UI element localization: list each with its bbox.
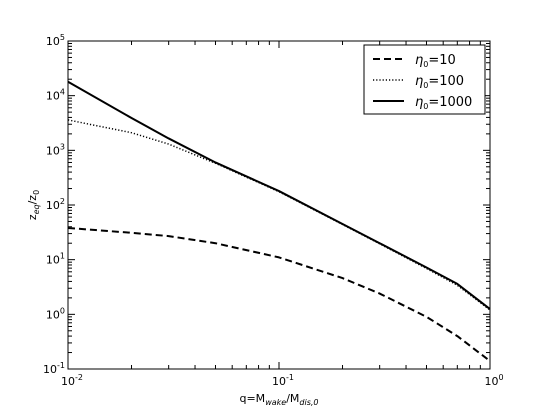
y-tick-label: 101 xyxy=(46,252,65,267)
y-tick-label: 100 xyxy=(46,306,65,321)
y-tick-label: 102 xyxy=(46,197,65,212)
y-tick-label: 103 xyxy=(46,142,65,157)
series-line-2 xyxy=(67,119,491,311)
y-tick-label: 105 xyxy=(46,33,65,48)
legend-label-3: η0=1000 xyxy=(415,95,472,111)
plot-lines xyxy=(67,80,491,362)
x-tick-label: 10-1 xyxy=(272,373,294,388)
x-axis-label: q=Mwake/Mdis,0 xyxy=(239,392,318,407)
y-axis-label: zeq/z0 xyxy=(26,190,41,220)
x-tick-label: 10-2 xyxy=(61,373,83,388)
series-line-1 xyxy=(67,226,491,362)
x-tick-label: 100 xyxy=(484,373,503,388)
y-tick-label: 104 xyxy=(46,88,65,103)
legend-label-1: η0=10 xyxy=(415,53,456,69)
axis-ticks xyxy=(67,40,491,370)
legend-box xyxy=(363,44,486,115)
series-line-3 xyxy=(67,80,491,310)
y-tick-label: 10-1 xyxy=(43,361,65,376)
legend-label-2: η0=100 xyxy=(415,74,464,90)
legend: η0=10 η0=100 η0=1000 xyxy=(363,44,486,115)
